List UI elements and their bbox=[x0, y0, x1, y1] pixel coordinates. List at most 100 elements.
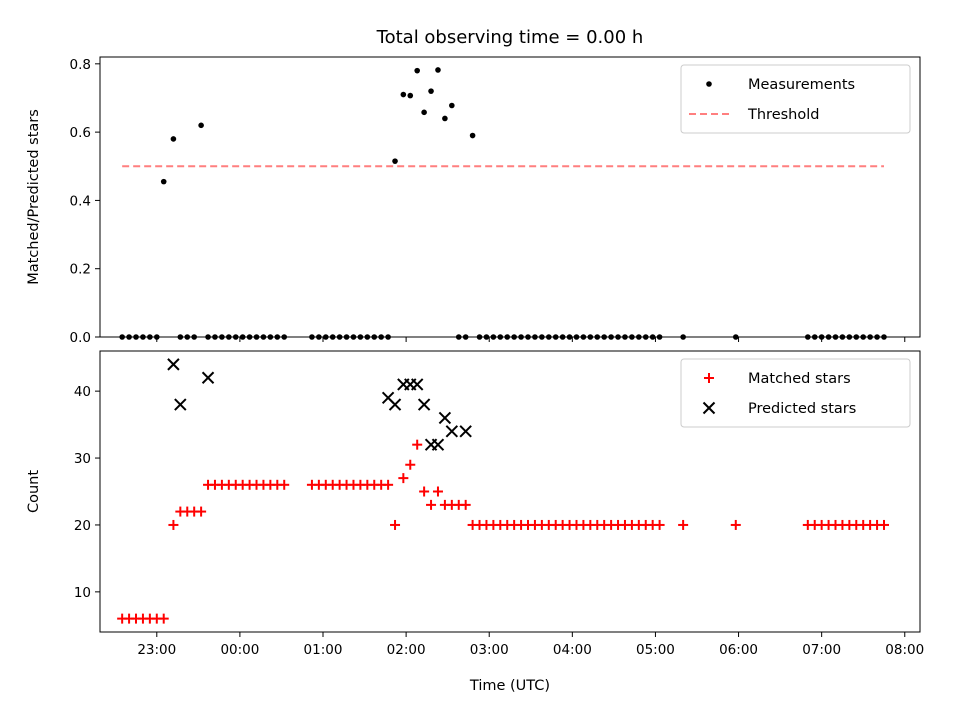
measurement-point bbox=[805, 334, 811, 340]
x-axis-label: Time (UTC) bbox=[469, 678, 550, 694]
x-tick-label: 04:00 bbox=[553, 642, 592, 658]
measurement-point bbox=[455, 334, 462, 340]
predicted-x-b bbox=[388, 398, 402, 411]
measurement-point bbox=[566, 334, 573, 340]
measurement-point bbox=[322, 334, 329, 340]
measurement-point bbox=[629, 334, 635, 340]
measurement-point bbox=[615, 334, 621, 340]
measurement-point bbox=[874, 334, 880, 340]
measurement-point bbox=[601, 334, 607, 340]
measurement-point bbox=[133, 334, 139, 340]
measurement-point bbox=[378, 334, 384, 340]
measurement-point bbox=[545, 334, 552, 340]
predicted-star-point bbox=[201, 371, 215, 384]
measurement-point bbox=[881, 334, 887, 340]
predicted-star-point bbox=[445, 425, 459, 438]
x-tick-label: 23:00 bbox=[137, 642, 176, 658]
x-tick-label: 00:00 bbox=[220, 642, 259, 658]
measurement-point bbox=[449, 102, 455, 109]
measurement-point bbox=[552, 334, 559, 340]
measurement-point bbox=[860, 334, 867, 340]
y-tick-label: 30 bbox=[74, 451, 91, 467]
predicted-star-point bbox=[459, 425, 472, 438]
measurement-point bbox=[832, 334, 839, 340]
measurement-point bbox=[316, 334, 322, 340]
measurement-point bbox=[656, 334, 663, 340]
measurement-point bbox=[476, 334, 483, 340]
measurement-point bbox=[811, 334, 818, 340]
measurement-point bbox=[191, 334, 197, 340]
measurement-point bbox=[846, 334, 853, 340]
measurement-point bbox=[525, 334, 531, 340]
measurement-point bbox=[732, 334, 739, 340]
measurement-point bbox=[239, 334, 246, 340]
measurement-point bbox=[371, 334, 378, 340]
matched-star-point bbox=[279, 479, 290, 490]
measurement-point bbox=[539, 334, 545, 340]
measurement-point bbox=[260, 334, 267, 340]
legend-entry-label: Threshold bbox=[747, 107, 819, 123]
y-tick-label: 0.6 bbox=[70, 125, 91, 141]
measurement-point bbox=[497, 334, 504, 340]
y-tick-label: 10 bbox=[74, 585, 91, 601]
matched-star-point bbox=[168, 519, 179, 530]
measurement-point bbox=[818, 334, 825, 340]
measurement-point bbox=[281, 334, 288, 340]
x-tick-label: 03:00 bbox=[470, 642, 509, 658]
predicted-star-point bbox=[388, 398, 402, 411]
matched-star-point bbox=[196, 506, 207, 517]
bottom-legend: Matched stars Predicted stars bbox=[680, 358, 911, 428]
y-tick-label: 40 bbox=[74, 384, 91, 400]
measurement-point bbox=[518, 334, 524, 340]
measurement-point bbox=[483, 334, 490, 340]
legend-entry-label: Matched stars bbox=[748, 371, 851, 387]
matched-star-point bbox=[390, 519, 401, 530]
chart-title: Total observing time = 0.00 h bbox=[376, 27, 644, 48]
y-tick-label: 0.4 bbox=[70, 193, 91, 209]
measurement-point bbox=[246, 334, 253, 340]
measurement-point bbox=[649, 334, 656, 340]
top-panel: 0.0 0.2 0.4 0.6 0.8 Matched/Predicted stars Me… bbox=[26, 56, 921, 346]
measurement-point bbox=[642, 334, 649, 340]
matched-star-point bbox=[432, 486, 443, 497]
predicted-star-point bbox=[174, 398, 187, 411]
matched-star-point bbox=[398, 473, 409, 484]
measurement-point bbox=[385, 334, 391, 340]
measurement-point bbox=[867, 334, 873, 340]
measurement-point bbox=[594, 334, 601, 340]
matched-star-point bbox=[419, 486, 430, 497]
predicted-star-point bbox=[438, 411, 452, 425]
measurement-point bbox=[212, 334, 218, 340]
predicted-x-b bbox=[445, 425, 459, 438]
measurement-point bbox=[407, 92, 414, 99]
matched-star-point bbox=[405, 459, 416, 470]
legend-entry-label: Measurements bbox=[748, 77, 855, 93]
predicted-star-point bbox=[431, 438, 445, 451]
measurement-point bbox=[392, 158, 398, 164]
matched-star-point bbox=[158, 613, 169, 624]
x-tick-label: 01:00 bbox=[304, 642, 343, 658]
measurement-point bbox=[336, 334, 343, 340]
matched-star-point bbox=[412, 439, 423, 450]
measurement-point bbox=[435, 67, 441, 73]
measurement-point bbox=[400, 91, 407, 98]
measurement-point bbox=[421, 109, 427, 116]
measurement-point bbox=[343, 334, 350, 340]
bottom-axes-frame bbox=[99, 350, 921, 633]
measurement-point bbox=[580, 334, 587, 340]
measurement-point bbox=[504, 334, 511, 340]
x-tick-label: 07:00 bbox=[802, 642, 841, 658]
measurement-point bbox=[414, 67, 420, 74]
y-tick-label: 0.2 bbox=[70, 262, 91, 278]
measurement-point bbox=[160, 178, 167, 185]
y-tick-label: 20 bbox=[74, 518, 91, 534]
predicted-x-b bbox=[174, 398, 187, 411]
measurement-point bbox=[329, 334, 336, 340]
measurement-point bbox=[853, 334, 860, 340]
measurement-point bbox=[226, 334, 232, 340]
measurement-point bbox=[532, 334, 538, 340]
predicted-x-b bbox=[410, 378, 424, 391]
measurement-point bbox=[428, 88, 434, 94]
measurement-point bbox=[364, 334, 371, 340]
measurement-point bbox=[198, 122, 204, 129]
